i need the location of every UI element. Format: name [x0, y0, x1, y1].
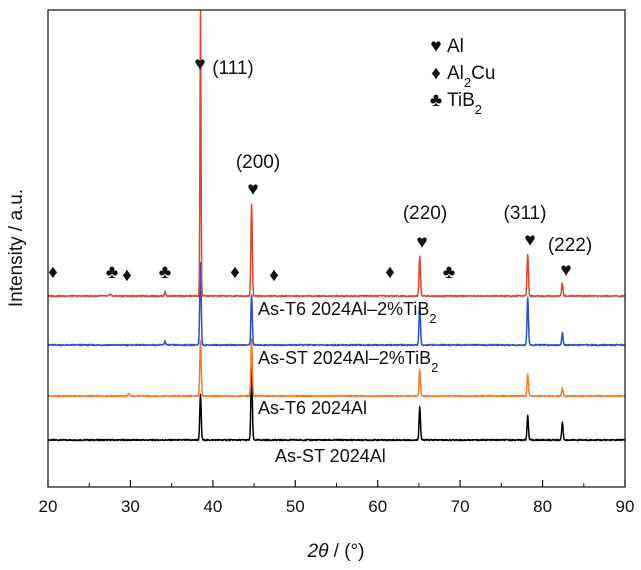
x-axis-title-unit: / (°) — [328, 541, 364, 562]
legend-heart-icon: ♥ — [430, 36, 441, 57]
series-trace — [47, 337, 626, 398]
legend-entry: Al2Cu — [447, 63, 495, 90]
series-label-part: As-ST 2024Al — [275, 446, 386, 466]
phase-marker-heart-icon: ♥ — [524, 230, 535, 251]
legend-entry-part: 2 — [475, 102, 482, 117]
phase-marker-diamond-icon: ♦ — [48, 262, 58, 283]
legend-entry: TiB2 — [447, 90, 482, 117]
series-label-part: As-ST 2024Al — [258, 348, 369, 368]
legend-entry-part: Cu — [471, 63, 495, 84]
peak-label: (311) — [504, 203, 547, 224]
series-label-part: 2 — [429, 311, 436, 326]
series-label-part: –2%TiB — [369, 348, 431, 368]
x-tick-label: 60 — [368, 497, 387, 516]
phase-marker-diamond-icon: ♦ — [269, 265, 279, 286]
peak-label: (200) — [236, 152, 280, 173]
phase-marker-diamond-icon: ♦ — [230, 262, 240, 283]
series-label: As-ST 2024Al — [275, 446, 386, 466]
series-label-part: 2 — [431, 360, 438, 375]
phase-marker-diamond-icon: ♦ — [122, 265, 132, 286]
legend-entry-part: TiB — [447, 90, 475, 111]
series-trace — [47, 366, 626, 442]
phase-marker-club-icon: ♣ — [159, 262, 171, 283]
peak-label: (111) — [212, 58, 254, 79]
x-tick-label: 90 — [616, 497, 635, 516]
legend-diamond-icon: ♦ — [431, 63, 441, 84]
series-label: As-T6 2024Al — [258, 398, 367, 418]
x-tick-label: 30 — [121, 497, 140, 516]
legend-entry: Al — [447, 36, 464, 57]
x-tick-label: 20 — [39, 497, 58, 516]
series-trace — [47, 10, 626, 298]
phase-marker-heart-icon: ♥ — [194, 54, 205, 75]
x-tick-label: 80 — [533, 497, 552, 516]
series-label: As-T6 2024Al–2%TiB2 — [258, 299, 437, 326]
phase-marker-heart-icon: ♥ — [560, 260, 571, 281]
x-tick-label: 50 — [286, 497, 305, 516]
series-label-part: –2%TiB — [367, 299, 429, 319]
peak-label: (222) — [548, 235, 592, 256]
phase-marker-club-icon: ♣ — [106, 262, 118, 283]
legend-entry-part: Al — [447, 63, 464, 84]
series-label-part: As-T6 2024Al — [258, 398, 367, 418]
phase-marker-heart-icon: ♥ — [247, 179, 258, 200]
phase-marker-diamond-icon: ♦ — [385, 262, 395, 283]
traces-layer — [47, 10, 626, 442]
series-label-part: As-T6 2024Al — [258, 299, 367, 319]
series-trace — [47, 261, 626, 347]
legend-club-icon: ♣ — [430, 90, 442, 111]
x-tick-label: 40 — [203, 497, 222, 516]
x-tick-label: 70 — [451, 497, 470, 516]
phase-marker-heart-icon: ♥ — [416, 232, 427, 253]
x-axis: 20 30 40 50 60 70 80 90 — [39, 480, 635, 516]
legend-entry-part: Al — [447, 36, 464, 57]
series-label: As-ST 2024Al–2%TiB2 — [258, 348, 438, 375]
peak-label: (220) — [403, 203, 447, 224]
legend-entry-part: 2 — [464, 75, 471, 90]
x-axis-title-symbol: 2θ — [307, 541, 330, 562]
y-axis-title: Intensity / a.u. — [6, 189, 27, 307]
x-axis-title: 2θ / (°) — [307, 541, 365, 562]
phase-marker-club-icon: ♣ — [443, 262, 455, 283]
